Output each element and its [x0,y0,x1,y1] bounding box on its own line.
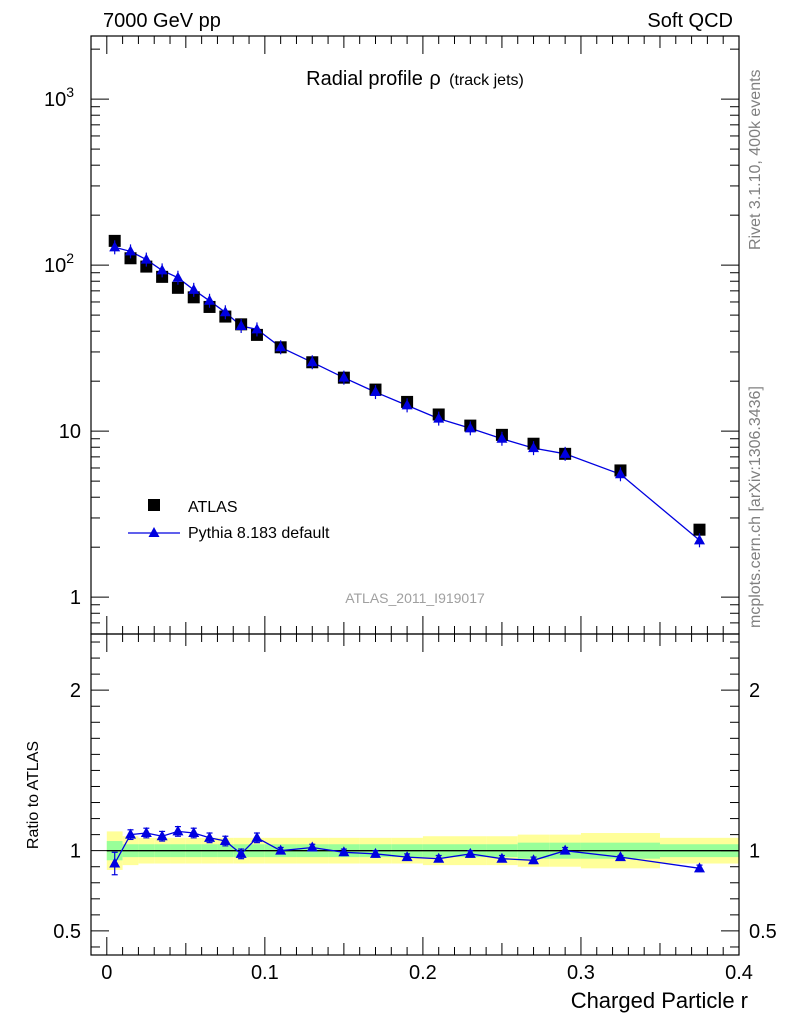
ratio-data-layer [109,825,705,876]
atlas-data-point [171,281,184,294]
x-tick-label: 0.4 [725,962,753,984]
ratio-data-point [140,827,152,838]
pythia-data-point [156,264,168,275]
ratio-y-tick-label-left: 2 [70,680,81,702]
analysis-watermark: ATLAS_2011_I919017 [345,590,485,606]
ratio-y-tick-label-right: 1 [749,841,760,863]
ratio-series-line [114,830,700,869]
ratio-data-point [219,835,231,846]
pythia-data-point [306,356,318,367]
legend-label-pythia: Pythia 8.183 default [188,525,330,542]
pythia-data-point [275,341,287,352]
pythia-data-point [614,468,626,479]
pythia-data-point [528,442,540,453]
legend-label-atlas: ATLAS [188,499,238,516]
ratio-data-point [559,844,571,855]
atlas-data-point [140,260,153,273]
ratio-panel-frame [90,633,740,956]
ratio-y-axis-label: Ratio to ATLAS [25,741,42,849]
pythia-series-line [114,246,700,541]
pythia-data-point [401,399,413,410]
atlas-data-point [693,523,706,536]
ratio-data-point [275,844,287,855]
chart-title: Radial profile ρ (track jets) [306,68,524,90]
pythia-data-point [338,371,350,382]
ratio-data-point [528,854,540,865]
legend: ATLAS Pythia 8.183 default [128,499,330,542]
chart-title-suffix: (track jets) [449,72,524,89]
ratio-y-tick-label-left: 0.5 [53,921,81,943]
x-tick-label: 0.2 [409,962,437,984]
pythia-data-point [559,447,571,458]
ratio-data-point [156,830,168,841]
x-tick-label: 0 [101,962,112,984]
legend-marker-pythia [148,527,160,537]
main-y-tick-label: 102 [44,250,74,277]
ratio-y-tick-label-right: 0.5 [749,921,777,943]
pythia-data-point [219,306,231,317]
pythia-data-point [109,241,121,252]
x-tick-label: 0.1 [251,962,279,984]
ratio-data-point [338,846,350,857]
ratio-data-point [172,825,184,836]
pythia-data-point [172,271,184,282]
source-label: mcplots.cern.ch [arXiv:1306.3436] [747,386,764,628]
pythia-data-point [496,432,508,443]
ratio-data-point [188,827,200,838]
pythia-data-point [464,422,476,433]
ratio-data-point [433,852,445,863]
pythia-data-point [251,323,263,334]
pythia-data-point [204,294,216,305]
pythia-data-point [369,386,381,397]
ratio-y-tick-label-right: 2 [749,680,760,702]
chart-title-symbol: ρ [429,68,440,90]
pythia-data-point [235,319,247,330]
pythia-data-point [140,253,152,264]
ratio-data-point [109,857,121,868]
rivet-label: Rivet 3.1.10, 400k events [747,69,764,250]
ratio-data-point [251,831,263,842]
header-left: 7000 GeV pp [103,10,221,32]
pythia-data-point [693,534,705,545]
main-data-layer [108,234,706,548]
ratio-data-point [235,847,247,858]
main-axis-ticks: 1 10 102 103 [44,36,740,635]
ratio-data-point [401,851,413,862]
main-panel-frame [90,35,740,635]
chart-title-main: Radial profile [306,68,423,90]
main-y-tick-label: 103 [44,84,74,111]
ratio-data-point [369,847,381,858]
header-right: Soft QCD [647,10,733,32]
x-axis-label: Charged Particle r [571,988,748,1013]
pythia-data-point [188,283,200,294]
ratio-data-point [693,862,705,873]
pythia-data-point [125,245,137,256]
legend-marker-atlas [148,499,160,511]
pythia-data-point [433,412,445,423]
ratio-y-tick-label-left: 1 [70,841,81,863]
ratio-data-point [125,828,137,839]
ratio-data-point [496,852,508,863]
main-y-tick-label: 1 [70,587,81,609]
ratio-data-point [614,851,626,862]
x-tick-label: 0.3 [567,962,595,984]
atlas-data-point [187,291,200,304]
ratio-data-point [464,847,476,858]
ratio-data-point [204,831,216,842]
main-y-tick-label: 10 [59,421,81,443]
ratio-panel: 0.5 0.5 1 1 2 2 0 0.1 0.2 0.3 0.4 Ratio to ATLAS C… [25,633,777,1013]
ratio-data-point [306,841,318,852]
ratio-axis-ticks: 0.5 0.5 1 1 2 2 0 0.1 0.2 0.3 0.4 [53,634,777,984]
